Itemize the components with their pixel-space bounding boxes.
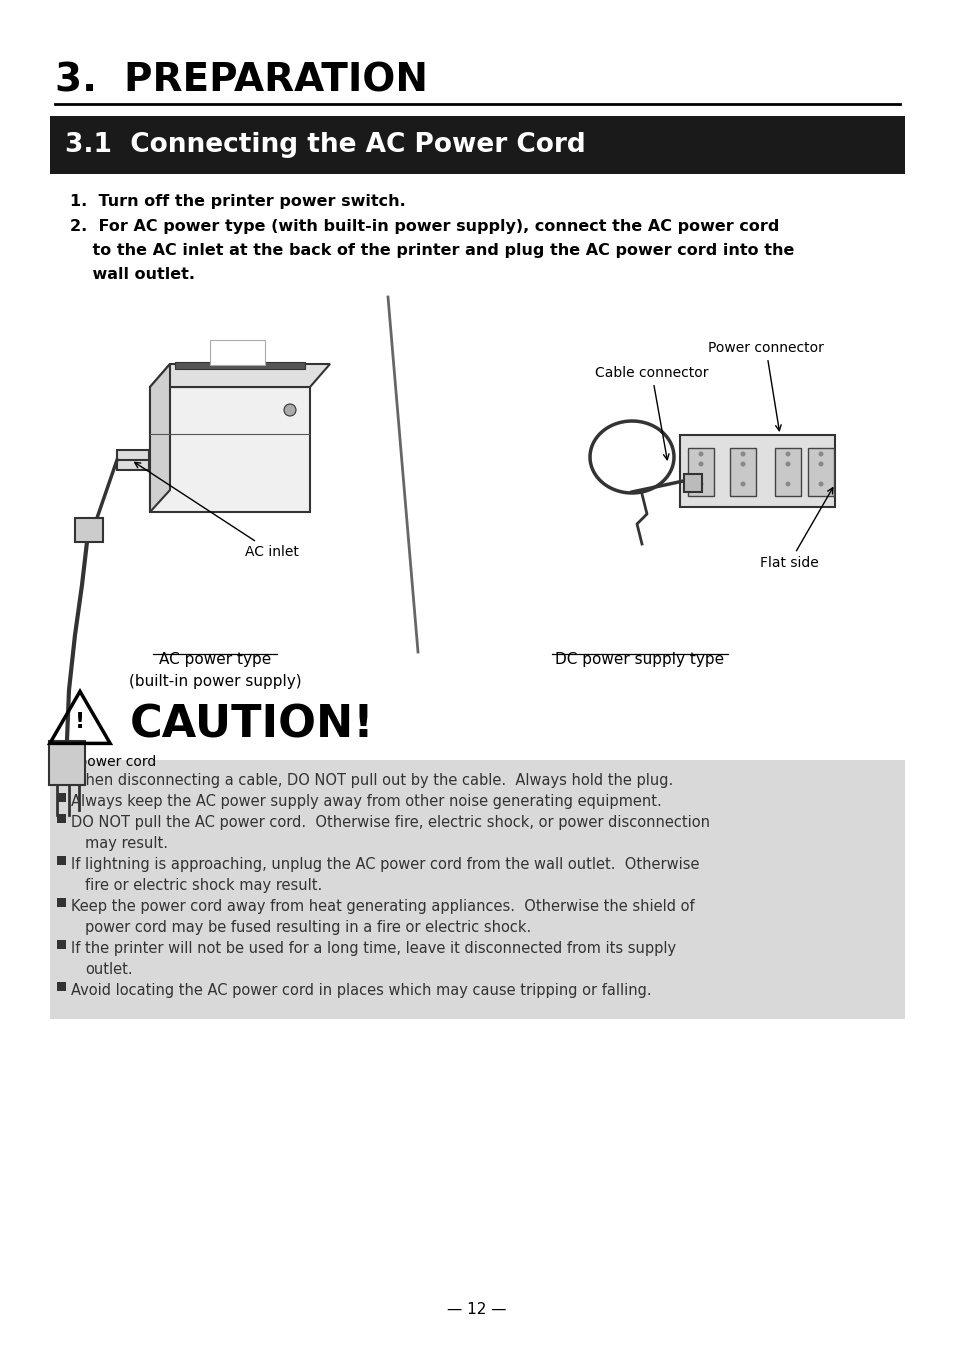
Text: Flat side: Flat side — [760, 488, 832, 571]
Text: When disconnecting a cable, DO NOT pull out by the cable.  Always hold the plug.: When disconnecting a cable, DO NOT pull … — [71, 773, 673, 788]
Bar — [57, 794, 66, 802]
Text: Cable connector: Cable connector — [595, 366, 708, 460]
Circle shape — [818, 481, 822, 487]
Circle shape — [698, 452, 702, 457]
Text: 2.  For AC power type (with built-in power supply), connect the AC power cord: 2. For AC power type (with built-in powe… — [70, 219, 779, 234]
Bar — [50, 760, 904, 1019]
Text: fire or electric shock may result.: fire or electric shock may result. — [85, 877, 322, 894]
Bar — [57, 982, 66, 991]
Circle shape — [698, 481, 702, 487]
Bar — [57, 940, 66, 949]
Bar — [683, 475, 701, 492]
Text: If lightning is approaching, unplug the AC power cord from the wall outlet.  Oth: If lightning is approaching, unplug the … — [71, 857, 699, 872]
Text: (built-in power supply): (built-in power supply) — [129, 675, 301, 690]
Text: 3.1  Connecting the AC Power Cord: 3.1 Connecting the AC Power Cord — [65, 132, 585, 158]
Bar — [57, 814, 66, 823]
Bar — [50, 116, 904, 174]
Bar — [687, 448, 713, 496]
Text: AC power cord: AC power cord — [55, 754, 156, 769]
Text: may result.: may result. — [85, 836, 168, 850]
Text: If the printer will not be used for a long time, leave it disconnected from its : If the printer will not be used for a lo… — [71, 941, 676, 956]
Text: DC power supply type: DC power supply type — [555, 652, 723, 667]
Text: to the AC inlet at the back of the printer and plug the AC power cord into the: to the AC inlet at the back of the print… — [70, 243, 794, 258]
Text: CAUTION!: CAUTION! — [130, 704, 375, 748]
Bar — [117, 450, 149, 470]
Text: AC power type: AC power type — [159, 652, 271, 667]
Text: wall outlet.: wall outlet. — [70, 266, 194, 283]
Text: — 12 —: — 12 — — [447, 1302, 506, 1317]
Circle shape — [784, 461, 790, 466]
Bar — [774, 448, 801, 496]
Circle shape — [740, 461, 744, 466]
Text: AC inlet: AC inlet — [134, 462, 298, 558]
Circle shape — [784, 481, 790, 487]
Bar — [807, 448, 833, 496]
Text: power cord may be fused resulting in a fire or electric shock.: power cord may be fused resulting in a f… — [85, 919, 531, 936]
Circle shape — [740, 452, 744, 457]
Circle shape — [818, 452, 822, 457]
Bar — [49, 741, 85, 786]
Text: DO NOT pull the AC power cord.  Otherwise fire, electric shock, or power disconn: DO NOT pull the AC power cord. Otherwise… — [71, 815, 709, 830]
Bar — [57, 898, 66, 907]
Text: Keep the power cord away from heat generating appliances.  Otherwise the shield : Keep the power cord away from heat gener… — [71, 899, 694, 914]
Text: 1.  Turn off the printer power switch.: 1. Turn off the printer power switch. — [70, 193, 405, 210]
Bar — [57, 772, 66, 781]
Circle shape — [818, 461, 822, 466]
Text: outlet.: outlet. — [85, 963, 132, 977]
Bar — [174, 362, 305, 369]
Text: Avoid locating the AC power cord in places which may cause tripping or falling.: Avoid locating the AC power cord in plac… — [71, 983, 651, 998]
Bar — [57, 856, 66, 865]
Text: Always keep the AC power supply away from other noise generating equipment.: Always keep the AC power supply away fro… — [71, 794, 661, 808]
Text: 3.  PREPARATION: 3. PREPARATION — [55, 62, 428, 100]
Bar — [75, 518, 103, 542]
Circle shape — [740, 481, 744, 487]
Circle shape — [698, 461, 702, 466]
Bar — [729, 448, 755, 496]
Text: Power connector: Power connector — [707, 341, 823, 431]
Bar — [210, 339, 265, 365]
Circle shape — [784, 452, 790, 457]
Circle shape — [284, 404, 295, 416]
Text: !: ! — [75, 713, 85, 731]
Polygon shape — [150, 387, 310, 512]
Polygon shape — [150, 364, 170, 512]
Polygon shape — [150, 364, 330, 387]
Bar — [679, 435, 834, 507]
